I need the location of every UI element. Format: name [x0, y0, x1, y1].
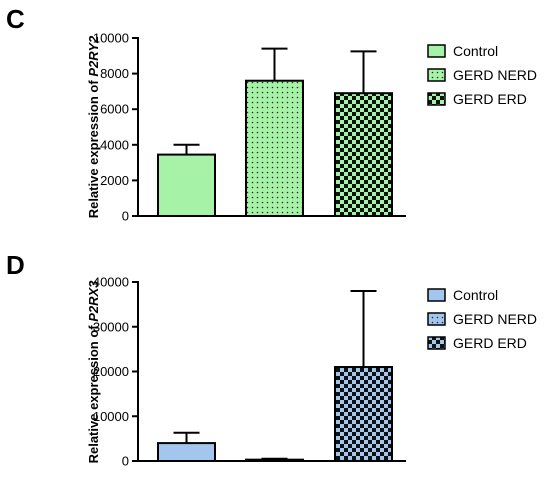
y-tick-label-c: 8000 [100, 66, 129, 81]
y-axis-title-prefix-d: Relative expression of [86, 322, 101, 464]
y-ticks-c: 0 2000 4000 6000 8000 10000 [93, 31, 138, 224]
y-axis-title-d: Relative expression of P2RX3 [86, 280, 101, 464]
y-axis-title-prefix-c: Relative expression of [86, 77, 101, 219]
legend-label-gerd-erd-d: GERD ERD [453, 335, 527, 351]
legend-swatch-control-d [427, 288, 446, 302]
legend-label-control-c: Control [453, 43, 498, 59]
panel-letter-c: C [6, 4, 25, 34]
legend-label-control-d: Control [453, 287, 498, 303]
y-tick-label-c: 0 [122, 209, 129, 224]
legend-swatch-gerd-erd-c [427, 92, 446, 106]
legend-c: Control GERD NERD GERD ERD [427, 43, 537, 107]
y-tick-label-d: 40000 [93, 275, 129, 290]
bar-gerd-nerd-c [245, 79, 304, 217]
bar-control-c [157, 153, 216, 217]
bar-gerd-erd-c [334, 92, 393, 217]
y-tick-label-c: 2000 [100, 173, 129, 188]
legend-swatch-control-c [427, 44, 446, 58]
legend-label-gerd-erd-c: GERD ERD [453, 91, 527, 107]
y-axis-title-gene-d: P2RX3 [86, 280, 101, 322]
legend-swatch-gerd-nerd-c [427, 68, 446, 82]
legend-label-gerd-nerd-d: GERD NERD [453, 311, 537, 327]
y-tick-label-c: 10000 [93, 31, 129, 46]
y-axis-title-c: Relative expression of P2RY2 [86, 35, 101, 218]
legend-swatch-gerd-nerd-d [427, 312, 446, 326]
y-tick-label-c: 6000 [100, 102, 129, 117]
y-tick-label-d: 20000 [93, 364, 129, 379]
panel-d: D Relative expression of P2RX3 0 10000 200… [6, 250, 537, 469]
y-tick-label-c: 4000 [100, 137, 129, 152]
y-axis-title-gene-c: P2RY2 [86, 35, 101, 77]
y-tick-label-d: 0 [122, 454, 129, 469]
bars-d [157, 289, 393, 463]
bar-control-d [157, 442, 216, 463]
legend-label-gerd-nerd-c: GERD NERD [453, 67, 537, 83]
y-tick-label-d: 10000 [93, 409, 129, 424]
bars-c [157, 47, 393, 217]
bar-gerd-erd-d [334, 366, 393, 462]
legend-d: Control GERD NERD GERD ERD [427, 287, 537, 351]
legend-swatch-gerd-erd-d [427, 336, 446, 350]
panel-letter-d: D [6, 250, 25, 280]
y-tick-label-d: 30000 [93, 319, 129, 334]
panel-c: C Relative expression of P2RY2 0 2000 4000… [6, 4, 537, 224]
